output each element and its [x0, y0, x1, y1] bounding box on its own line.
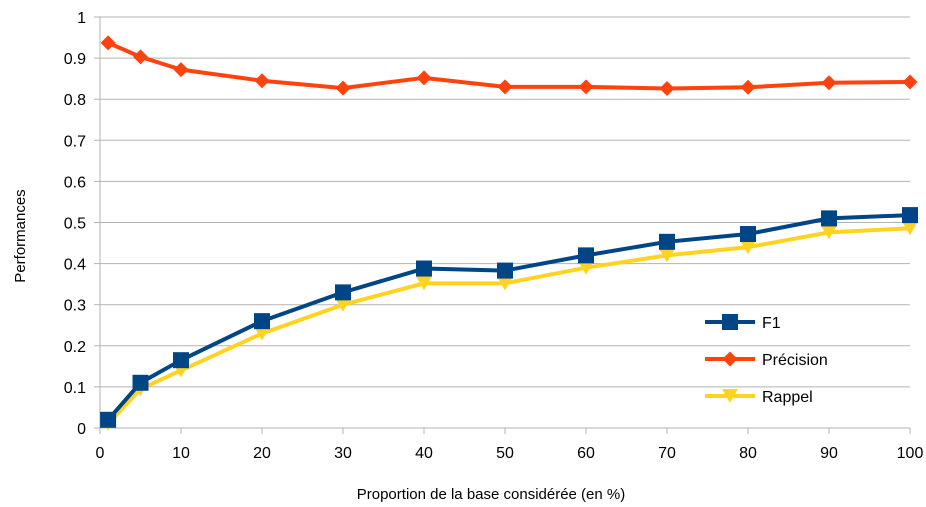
marker-triangle-down [254, 326, 270, 341]
x-tick-label: 70 [658, 445, 676, 462]
x-tick-label: 0 [96, 445, 105, 462]
marker-diamond [416, 70, 432, 86]
series-line [107, 41, 911, 91]
legend-label: F1 [762, 315, 781, 332]
marker-diamond [902, 74, 918, 90]
marker-triangle-down [902, 221, 918, 236]
marker-diamond [173, 62, 189, 78]
marker-diamond [254, 73, 270, 89]
marker-square [497, 262, 513, 279]
marker-diamond [100, 35, 116, 51]
marker-square [722, 314, 738, 330]
y-tick-labels: 0 0.1 0.2 0.3 0.4 0.5 0.6 0.7 0.8 0.9 1 [64, 10, 86, 438]
marker-diamond [659, 81, 675, 97]
series-diamond [100, 35, 918, 97]
marker-square [254, 313, 270, 330]
marker-square [173, 352, 189, 369]
x-tick-label: 90 [820, 445, 838, 462]
marker-square [659, 233, 675, 250]
y-tick-label: 0.8 [64, 92, 86, 109]
marker-triangle-down [722, 389, 738, 403]
axes [99, 17, 910, 429]
y-tick-label: 0.4 [64, 257, 86, 274]
y-tick-label: 0.7 [64, 133, 86, 150]
marker-triangle-down [497, 276, 513, 291]
y-tick-label: 0.5 [64, 216, 86, 233]
marker-diamond [740, 79, 756, 95]
marker-triangle-down [659, 248, 675, 263]
marker-square [578, 247, 594, 264]
x-tick-labels: 0 10 20 30 40 50 60 70 80 90 100 [96, 445, 924, 462]
marker-triangle-down [335, 297, 351, 312]
marker-diamond [821, 75, 837, 91]
legend-label: Rappel [762, 389, 813, 406]
marker-square [740, 226, 756, 243]
legend: F1 Précision Rappel [705, 314, 828, 406]
marker-diamond [335, 80, 351, 96]
marker-diamond [722, 351, 738, 367]
legend-item: Rappel [705, 389, 813, 406]
x-tick-label: 30 [334, 445, 352, 462]
series-group [100, 35, 918, 431]
marker-triangle-down [821, 225, 837, 240]
y-tick-label: 0 [77, 421, 86, 438]
legend-item: F1 [705, 314, 781, 332]
marker-diamond [578, 79, 594, 95]
y-axis-title: Performances [12, 189, 29, 282]
x-tick-label: 80 [739, 445, 757, 462]
series-square [100, 207, 918, 428]
marker-square [902, 207, 918, 224]
y-tick-label: 0.1 [64, 380, 86, 397]
marker-diamond [133, 49, 148, 65]
x-tick-label: 40 [415, 445, 433, 462]
marker-square [416, 260, 432, 277]
marker-square [335, 284, 351, 301]
marker-square [132, 374, 149, 391]
x-axis-title: Proportion de la base considérée (en %) [357, 486, 626, 503]
marker-diamond [497, 79, 513, 95]
series-line [106, 226, 911, 426]
legend-item: Précision [705, 351, 828, 369]
y-tick-label: 0.3 [64, 298, 86, 315]
y-tick-label: 0.9 [64, 51, 86, 68]
marker-square [100, 411, 117, 428]
y-tick-label: 0.6 [64, 174, 86, 191]
x-tick-label: 100 [897, 445, 924, 462]
grid [94, 16, 911, 434]
y-tick-label: 0.2 [64, 339, 86, 356]
marker-square [821, 210, 837, 227]
legend-label: Précision [762, 352, 828, 369]
marker-triangle-down [578, 260, 594, 275]
x-tick-label: 20 [253, 445, 271, 462]
y-tick-label: 1 [77, 10, 86, 27]
x-tick-label: 10 [172, 445, 190, 462]
marker-triangle-down [416, 276, 432, 291]
x-tick-label: 50 [496, 445, 514, 462]
x-tick-label: 60 [577, 445, 595, 462]
marker-triangle-down [740, 240, 756, 255]
